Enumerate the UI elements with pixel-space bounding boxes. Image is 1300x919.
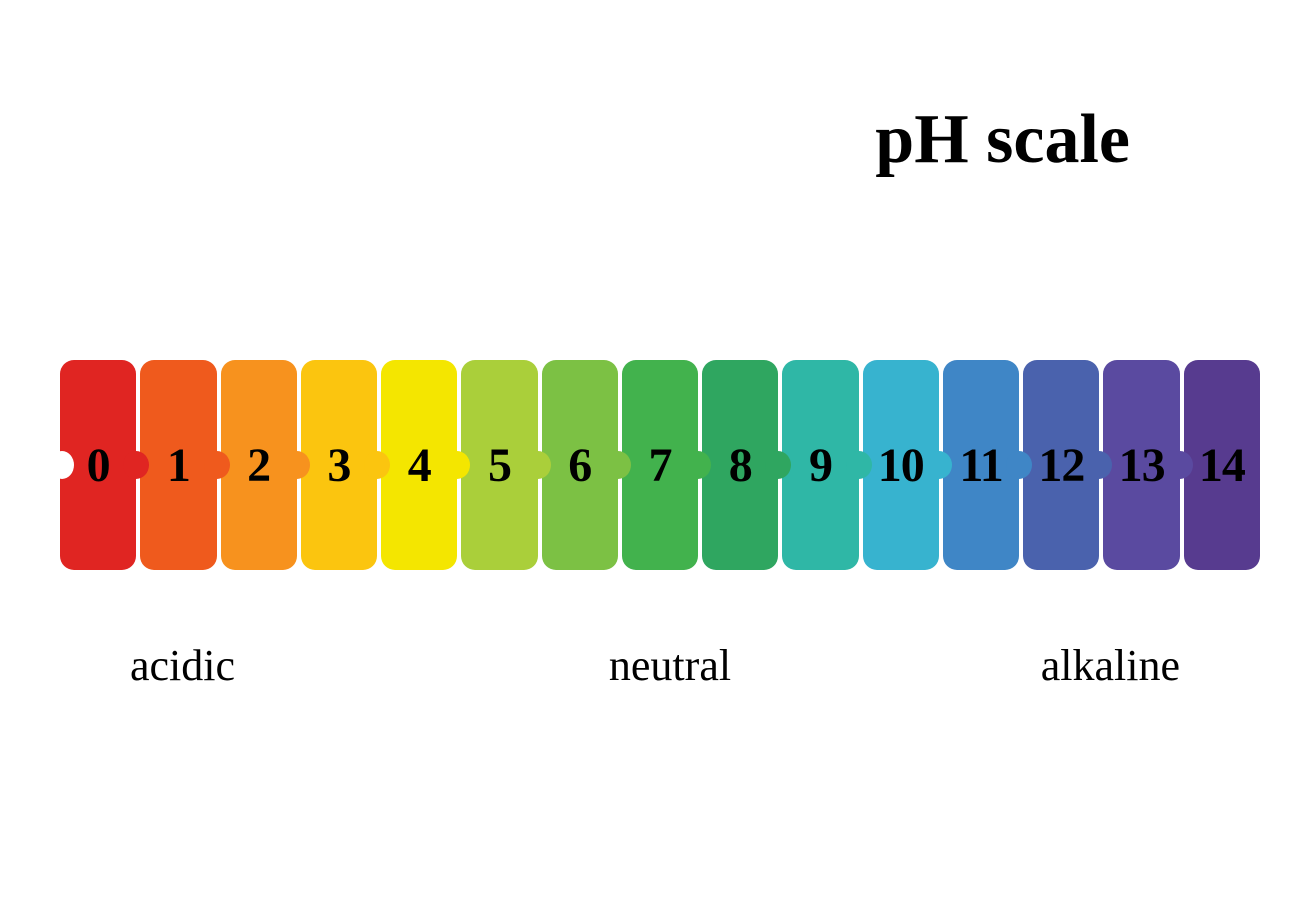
ph-value-label: 4 xyxy=(408,438,431,493)
label-neutral: neutral xyxy=(470,640,840,691)
ph-segment-11: 11 xyxy=(943,360,1019,570)
page-title: pH scale xyxy=(875,100,1130,180)
ph-value-label: 7 xyxy=(648,438,671,493)
ph-value-label: 3 xyxy=(327,438,350,493)
ph-value-label: 5 xyxy=(488,438,511,493)
ph-segment-14: 14 xyxy=(1184,360,1260,570)
ph-segment-2: 2 xyxy=(221,360,297,570)
category-labels: acidic neutral alkaline xyxy=(60,640,1260,691)
ph-value-label: 13 xyxy=(1119,438,1165,493)
ph-segment-6: 6 xyxy=(542,360,618,570)
ph-segment-8: 8 xyxy=(702,360,778,570)
ph-segment-5: 5 xyxy=(461,360,537,570)
ph-segment-10: 10 xyxy=(863,360,939,570)
ph-value-label: 10 xyxy=(878,438,924,493)
ph-segment-9: 9 xyxy=(782,360,858,570)
ph-value-label: 14 xyxy=(1199,438,1245,493)
ph-value-label: 1 xyxy=(167,438,190,493)
ph-scale: 01234567891011121314 xyxy=(60,360,1260,570)
label-alkaline: alkaline xyxy=(840,640,1260,691)
ph-value-label: 8 xyxy=(729,438,752,493)
ph-value-label: 0 xyxy=(87,438,110,493)
ph-segment-0: 0 xyxy=(60,360,136,570)
ph-segment-1: 1 xyxy=(140,360,216,570)
ph-value-label: 9 xyxy=(809,438,832,493)
ph-segment-12: 12 xyxy=(1023,360,1099,570)
ph-segment-3: 3 xyxy=(301,360,377,570)
ph-value-label: 12 xyxy=(1038,438,1084,493)
ph-segment-4: 4 xyxy=(381,360,457,570)
ph-segment-7: 7 xyxy=(622,360,698,570)
ph-segment-13: 13 xyxy=(1103,360,1179,570)
ph-value-label: 11 xyxy=(959,438,1002,493)
label-acidic: acidic xyxy=(60,640,470,691)
ph-value-label: 2 xyxy=(247,438,270,493)
ph-value-label: 6 xyxy=(568,438,591,493)
